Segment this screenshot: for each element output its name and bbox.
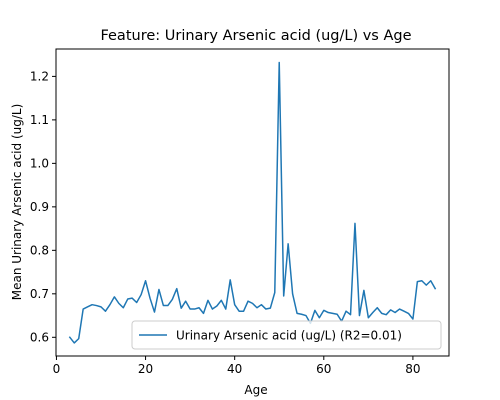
x-axis-title: Age: [244, 383, 267, 397]
y-tick-label: 0.6: [30, 331, 49, 345]
legend-label: Urinary Arsenic acid (ug/L) (R2=0.01): [176, 329, 402, 343]
axis-ticks: 0 20 40 60 80 0.6 0.7 0.8 0.9 1.0 1.1 1.2: [30, 70, 421, 376]
y-tick-label: 0.7: [30, 287, 49, 301]
y-axis-title: Mean Urinary Arsenic acid (ug/L): [10, 104, 24, 301]
plot-frame: [55, 48, 450, 357]
series-line: [68, 61, 437, 344]
x-tick-label: 20: [138, 362, 153, 376]
y-tick-label: 0.9: [30, 200, 49, 214]
plot-area: [68, 61, 437, 344]
x-tick-label: 60: [316, 362, 331, 376]
x-tick-label: 0: [53, 362, 61, 376]
chart-title: Feature: Urinary Arsenic acid (ug/L) vs …: [100, 28, 411, 44]
legend-box: [131, 320, 442, 350]
x-tick-label: 80: [405, 362, 420, 376]
y-tick-label: 1.2: [30, 70, 49, 84]
x-tick-label: 40: [227, 362, 242, 376]
y-tick-label: 1.1: [30, 113, 49, 127]
y-tick-label: 0.8: [30, 244, 49, 258]
y-tick-label: 1.0: [30, 157, 49, 171]
legend: Urinary Arsenic acid (ug/L) (R2=0.01): [131, 320, 442, 350]
